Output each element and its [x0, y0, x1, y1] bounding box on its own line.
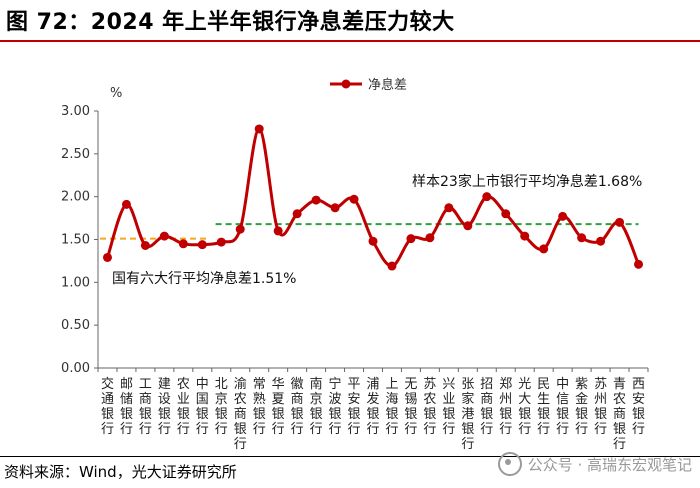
reference-lines: [100, 223, 639, 240]
data-point: [178, 239, 188, 249]
y-tick-label: 1.00: [61, 275, 90, 290]
data-point: [292, 209, 302, 219]
x-tick-label: 民生银行: [537, 377, 550, 437]
data-point: [121, 199, 131, 209]
title-divider: [0, 40, 700, 42]
x-tick-label: 渝农商银行: [234, 376, 247, 452]
legend-marker: [341, 79, 351, 89]
x-tick-label: 上海银行: [385, 377, 398, 437]
data-point: [216, 237, 226, 247]
watermark: 公众号 · 高瑞东宏观笔记: [497, 452, 692, 476]
listed-average-annotation: 样本23家上市银行平均净息差1.68%: [412, 173, 642, 190]
data-point: [539, 244, 549, 254]
y-tick-label: 2.50: [61, 147, 90, 162]
x-tick-label: 郑州银行: [499, 377, 512, 437]
data-point: [425, 233, 435, 243]
source-note: 资料来源：Wind，光大证券研究所: [4, 463, 237, 481]
x-tick-label: 南京银行: [310, 376, 323, 437]
x-tick-label: 华夏银行: [272, 377, 285, 437]
title-bar: 图 72：2024 年上半年银行净息差压力较大: [0, 0, 700, 40]
wechat-icon: [497, 452, 522, 476]
data-point: [444, 203, 454, 213]
x-tick-label: 兴业银行: [442, 377, 455, 437]
x-tick-label: 建设银行: [158, 377, 171, 437]
x-tick-label: 中国银行: [196, 377, 209, 437]
y-tick-label: 1.50: [61, 233, 90, 248]
data-point: [140, 240, 150, 250]
data-point: [235, 224, 245, 234]
x-tick-label: 宁波银行: [329, 376, 342, 437]
data-point: [558, 211, 568, 221]
data-point: [501, 209, 511, 219]
legend: 净息差: [330, 77, 407, 93]
x-tick-label: 农业银行: [177, 377, 190, 437]
data-point: [102, 252, 112, 262]
y-tick-label: 2.00: [61, 190, 90, 205]
data-point: [197, 240, 207, 250]
big6-average-annotation: 国有六大行平均净息差1.51%: [112, 270, 296, 287]
x-tick-label: 工商银行: [139, 377, 152, 437]
x-tick-label: 张家港银行: [461, 377, 474, 452]
y-axis-unit: %: [110, 86, 122, 101]
data-point: [254, 124, 264, 134]
data-point: [406, 234, 416, 244]
x-tick-label: 西安银行: [632, 377, 645, 437]
data-point: [387, 261, 397, 271]
footer-divider: [0, 456, 700, 457]
series-net-interest-margin: [102, 124, 644, 271]
data-point: [482, 192, 492, 202]
data-point: [596, 236, 606, 246]
data-point: [577, 233, 587, 243]
data-point: [330, 203, 340, 213]
x-tick-label: 招商银行: [480, 377, 493, 437]
x-tick-label: 苏农银行: [423, 376, 436, 437]
x-tick-label: 中信银行: [556, 377, 569, 437]
x-tick-label: 光大银行: [518, 377, 531, 437]
x-tick-label: 平安银行: [348, 377, 361, 437]
x-tick-label: 邮储银行: [120, 377, 133, 437]
net-interest-margin-chart: % 净息差 0.00 0.50 1.00 1.50 2.00 2.50 3.00 交通银行邮…: [61, 77, 649, 452]
data-point: [634, 259, 644, 269]
data-point: [159, 231, 169, 241]
data-point: [273, 226, 283, 236]
figure-title: 图 72：2024 年上半年银行净息差压力较大: [6, 10, 455, 35]
x-axis-labels: 交通银行邮储银行工商银行建设银行农业银行中国银行北京银行渝农商银行常熟银行华夏银…: [101, 376, 645, 452]
x-tick-label: 北京银行: [215, 377, 228, 437]
data-point: [615, 217, 625, 227]
x-tick-label: 常熟银行: [253, 377, 266, 437]
y-tick-label: 0.50: [61, 318, 90, 333]
y-tick-label: 3.00: [61, 104, 90, 119]
x-tick-label: 苏州银行: [594, 376, 607, 437]
legend-label: 净息差: [368, 77, 407, 93]
watermark-text: 公众号 · 高瑞东宏观笔记: [527, 455, 692, 474]
data-point: [368, 236, 378, 246]
x-tick-label: 交通银行: [101, 376, 114, 437]
data-point: [520, 231, 530, 241]
x-tick-label: 紫金银行: [575, 377, 588, 437]
x-tick-label: 徽商银行: [291, 377, 304, 437]
data-point: [463, 221, 473, 231]
x-tick-label: 无锡银行: [404, 377, 417, 437]
y-tick-label: 0.00: [61, 361, 90, 376]
data-point: [349, 194, 359, 204]
x-tick-label: 青农商银行: [613, 377, 626, 452]
axes: 0.00 0.50 1.00 1.50 2.00 2.50 3.00: [61, 104, 649, 376]
data-point: [311, 195, 321, 205]
x-tick-label: 浦发银行: [366, 377, 379, 437]
